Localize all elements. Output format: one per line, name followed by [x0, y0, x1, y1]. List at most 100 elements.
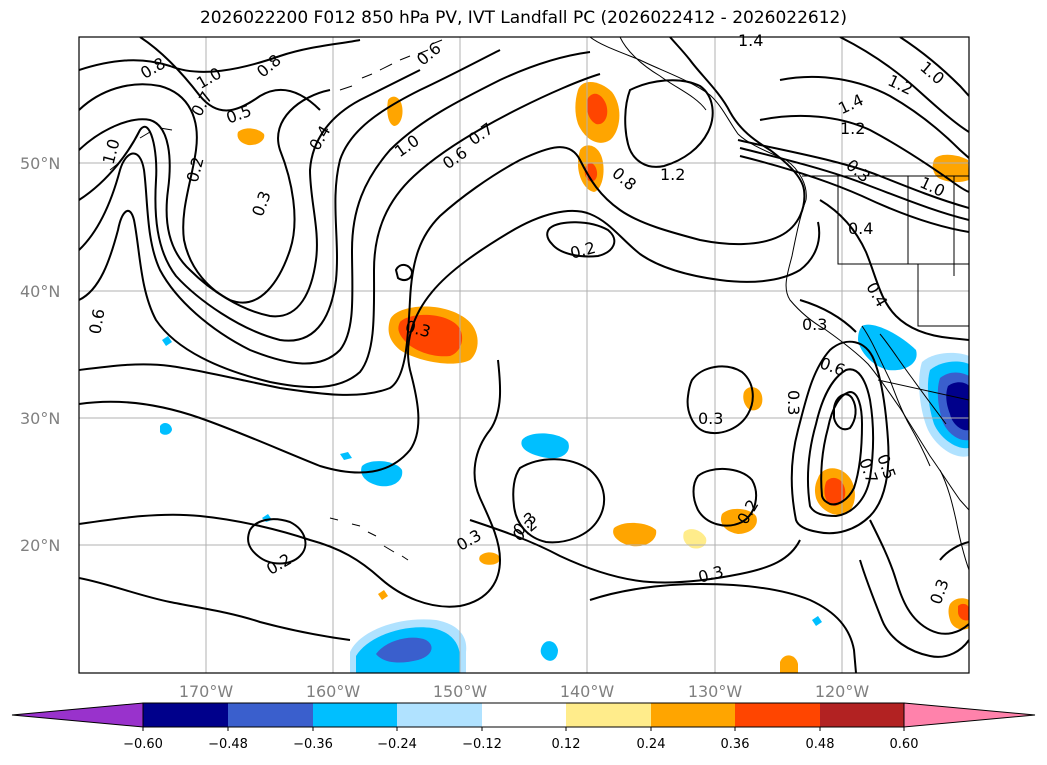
contour-label: 0.4	[848, 219, 873, 238]
contour-label: 1.2	[660, 165, 685, 184]
contour-line	[546, 221, 616, 258]
colorbar-tick-label: 0.48	[806, 737, 835, 752]
colorbar-extend-high	[903, 702, 1036, 728]
contour-label: 1.2	[840, 119, 865, 138]
contour-label: 0.6	[85, 307, 108, 335]
contour-line	[692, 467, 758, 527]
latitude-label: 50°N	[20, 154, 60, 173]
contour-line	[799, 299, 857, 333]
contour-line	[512, 458, 606, 544]
shade-blob-positive	[720, 508, 757, 534]
colorbar-tick-label: −0.60	[123, 737, 163, 752]
baja-peninsula	[861, 325, 931, 467]
shade-blob-positive-core	[586, 93, 608, 125]
latitude-label: 40°N	[20, 282, 60, 301]
shade-blob-positive	[613, 522, 657, 547]
map-title: 2026022200 F012 850 hPa PV, IVT Landfall…	[199, 8, 847, 28]
colorbar-segment	[143, 703, 228, 727]
mexico-coast	[939, 469, 969, 571]
contour-label: 0.3	[698, 409, 723, 428]
contour-line	[79, 49, 501, 342]
colorbar-tick-label: −0.12	[462, 737, 502, 752]
colorbar-segment	[397, 703, 482, 727]
shade-blob-positive	[479, 552, 500, 565]
contour-line	[739, 155, 969, 233]
contour-line	[686, 365, 754, 434]
shade-blob-weak-positive	[683, 529, 707, 549]
shade-blob-positive	[780, 655, 798, 673]
shade-blob-positive-core	[398, 314, 463, 357]
contour-label: 1.4	[738, 31, 763, 50]
contour-line	[624, 79, 714, 168]
colorbar-segment	[228, 703, 313, 727]
colorbar-tick-label: −0.36	[293, 737, 333, 752]
longitude-label: 130°W	[688, 682, 743, 701]
contour-line	[820, 390, 864, 506]
contour-line	[759, 114, 969, 193]
alaska-inner-coast	[619, 37, 707, 111]
contour-line	[939, 541, 969, 561]
contour-line	[469, 519, 801, 584]
contour-line	[79, 69, 421, 318]
contour-line	[839, 37, 969, 133]
contour-line	[394, 264, 414, 281]
contour-line	[79, 51, 591, 365]
graticule	[79, 37, 969, 673]
contour-line	[247, 518, 307, 565]
pv-contours	[79, 37, 969, 673]
shading-layer	[160, 81, 969, 673]
contour-line	[79, 39, 361, 73]
map-area[interactable]	[79, 37, 969, 673]
shade-blob-negative-strong	[376, 637, 432, 663]
contour-line	[899, 37, 969, 97]
contour-line	[139, 37, 321, 112]
aleutian-islands	[109, 39, 443, 171]
colorbar-tick-label: 0.24	[637, 737, 666, 752]
longitude-axis: 170°W 160°W 150°W 140°W 130°W 120°W	[179, 682, 870, 701]
latitude-label: 30°N	[20, 409, 60, 428]
colorbar-segment	[313, 703, 397, 727]
shade-blob-positive-core	[824, 477, 846, 506]
colorbar-tick-label: −0.48	[208, 737, 248, 752]
latitude-axis: 50°N 40°N 30°N 20°N	[20, 154, 60, 555]
colorbar-tick-label: 0.12	[552, 737, 581, 752]
map-frame	[78, 36, 970, 674]
colorbar-extend-low	[11, 702, 144, 728]
colorbar-segment	[735, 703, 820, 727]
shade-blob-positive-core	[584, 163, 598, 182]
shade-blob-positive	[378, 590, 388, 600]
contour-line	[859, 559, 969, 658]
longitude-label: 120°W	[815, 682, 870, 701]
colorbar-segment	[566, 703, 651, 727]
colorbar: −0.60 −0.48 −0.36 −0.24 −0.12 0.12 0.24 …	[11, 702, 1036, 752]
shade-blob-positive	[387, 96, 403, 126]
longitude-label: 170°W	[179, 682, 234, 701]
gulf-of-california	[879, 333, 947, 425]
contour-line	[807, 368, 874, 518]
shade-blob-negative	[521, 433, 569, 459]
shade-blob-negative	[540, 641, 558, 661]
longitude-label: 160°W	[306, 682, 361, 701]
contour-line	[737, 139, 969, 209]
contour-line	[869, 519, 969, 635]
shade-blob-negative	[162, 336, 172, 346]
hawaii-islands	[329, 517, 409, 561]
shade-blob-positive	[237, 128, 265, 146]
contour-line	[79, 83, 331, 304]
contour-label: 0.3	[784, 390, 803, 415]
shade-blob-negative	[812, 616, 822, 626]
contour-line	[739, 147, 969, 221]
contour-line	[790, 340, 890, 535]
contour-line	[79, 73, 601, 389]
longitude-label: 140°W	[560, 682, 615, 701]
contour-line	[779, 75, 969, 159]
colorbar-segment	[820, 703, 904, 727]
contour-line	[819, 199, 969, 341]
colorbar-tick-label: 0.36	[721, 737, 750, 752]
contour-label: 0.3	[802, 315, 827, 334]
contour-line	[79, 577, 351, 641]
shade-blob-negative	[160, 423, 172, 435]
shade-blob-negative	[340, 452, 352, 460]
contour-line	[79, 359, 502, 608]
